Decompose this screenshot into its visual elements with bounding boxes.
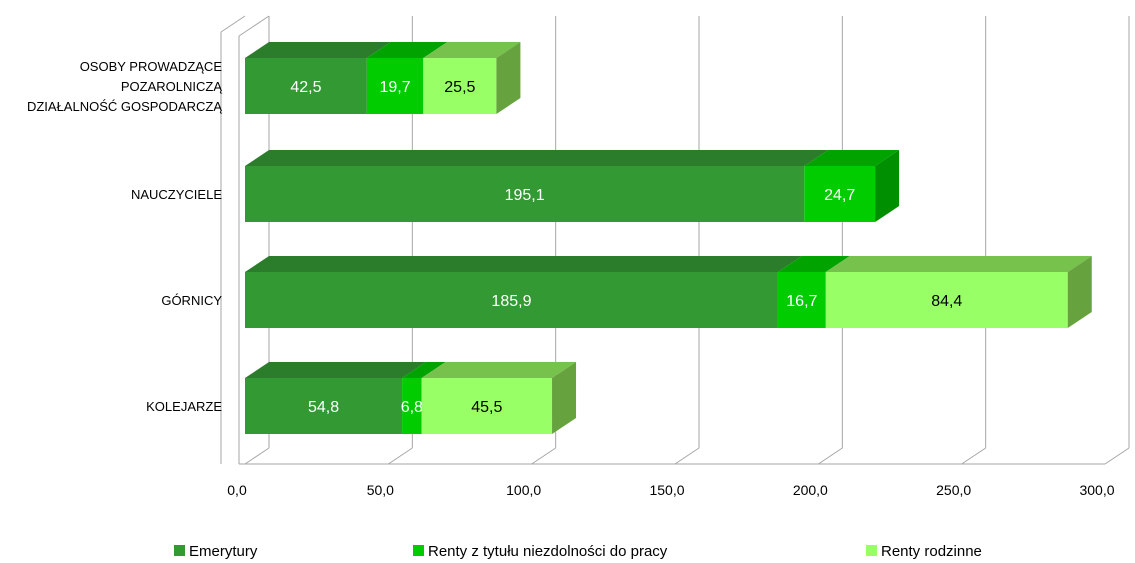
tick-label: 200,0 [793,482,828,498]
bar-segment: 45,5 [421,362,577,434]
bar-segment: 24,7 [804,150,900,222]
floor-gridline [388,447,413,465]
bar-segment: 185,9 [245,256,802,328]
data-label: 54,8 [308,399,339,416]
bar [245,378,403,434]
tick-label: 150,0 [649,482,684,498]
tick-label: 300,0 [1079,482,1114,498]
bar-segment: 84,4 [825,256,1092,328]
bar [421,378,553,434]
tick-label: 250,0 [936,482,971,498]
bar-top-face [421,362,577,378]
floor-gridline [674,447,700,465]
data-label: 24,7 [824,187,855,204]
tick-label: 0,0 [227,482,247,498]
data-label: 6,8 [401,399,423,416]
bar [402,378,422,434]
data-label: 45,5 [471,399,502,416]
bar-segment: 42,5 [245,42,391,114]
data-label: 19,7 [380,79,411,96]
bar-segment: 54,8 [245,362,427,434]
tick-label: 100,0 [506,482,541,498]
bar-top-face [777,256,850,272]
grid [220,15,1130,465]
floor-gridline [818,447,843,465]
bar [245,166,805,222]
data-label: 25,5 [444,79,475,96]
floor-gridline [244,447,270,465]
bar-top-face [402,362,446,378]
bar [825,272,1068,328]
bar [777,272,826,328]
bar-top-face [366,42,448,58]
category-label: GÓRNICY [161,293,222,308]
bar-top-face [423,42,521,58]
legend-swatch [174,545,185,556]
bar-side-face [875,150,900,222]
bar-top-face [804,150,900,166]
bar-side-face [1067,256,1092,328]
legend-label: Emerytury [189,543,258,560]
bar-top-face [245,256,802,272]
bars: 42,5 19,7 25,5 195,1 24,7 185,9 16,7 84,4 54,8 6,… [245,42,1092,434]
bar-segment: 16,7 [777,256,850,328]
bar-segment: 19,7 [366,42,448,114]
legend-item: Renty z tytułu niezdolności do pracy [413,543,668,560]
left-wall-top [238,15,270,37]
data-label: 16,7 [786,293,817,310]
legend-item: Renty rodzinne [866,543,982,560]
bar [804,166,876,222]
legend-swatch [866,545,877,556]
category-label: KOLEJARZE [146,399,222,414]
bar-top-face [245,42,391,58]
bar [366,58,424,114]
tick-label: 50,0 [367,482,394,498]
floor-gridline [531,447,556,465]
bar [245,272,778,328]
data-label: 42,5 [290,79,321,96]
left-wall-top-edge [220,15,246,33]
legend-label: Renty z tytułu niezdolności do pracy [428,543,668,560]
bar-side-face [496,42,521,114]
legend-swatch [413,545,424,556]
floor-gridline [1104,447,1130,465]
bar-top-face [825,256,1092,272]
bar-segment: 25,5 [423,42,521,114]
data-label: 195,1 [505,187,545,204]
bar-top-face [245,150,829,166]
bar [423,58,497,114]
floor-gridline [961,447,986,465]
category-label: NAUCZYCIELE [131,187,222,202]
data-label: 185,9 [491,293,531,310]
category-label: OSOBY PROWADZĄCE POZAROLNICZĄ DZIAŁALNOŚĆ … [27,59,222,114]
value-axis: 0,0 50,0 100,0 150,0 200,0 250,0 300,0 [227,482,1114,498]
bar-segment: 6,8 [401,362,446,434]
legend: Emerytury Renty z tytułu niezdolności do … [174,543,982,560]
bar-segment: 195,1 [245,150,829,222]
bar [245,58,367,114]
bar-top-face [245,362,427,378]
legend-item: Emerytury [174,543,258,560]
legend-label: Renty rodzinne [881,543,982,560]
bar-side-face [552,362,577,434]
category-axis: OSOBY PROWADZĄCE POZAROLNICZĄ DZIAŁALNOŚĆ … [27,59,222,414]
data-label: 84,4 [931,293,962,310]
